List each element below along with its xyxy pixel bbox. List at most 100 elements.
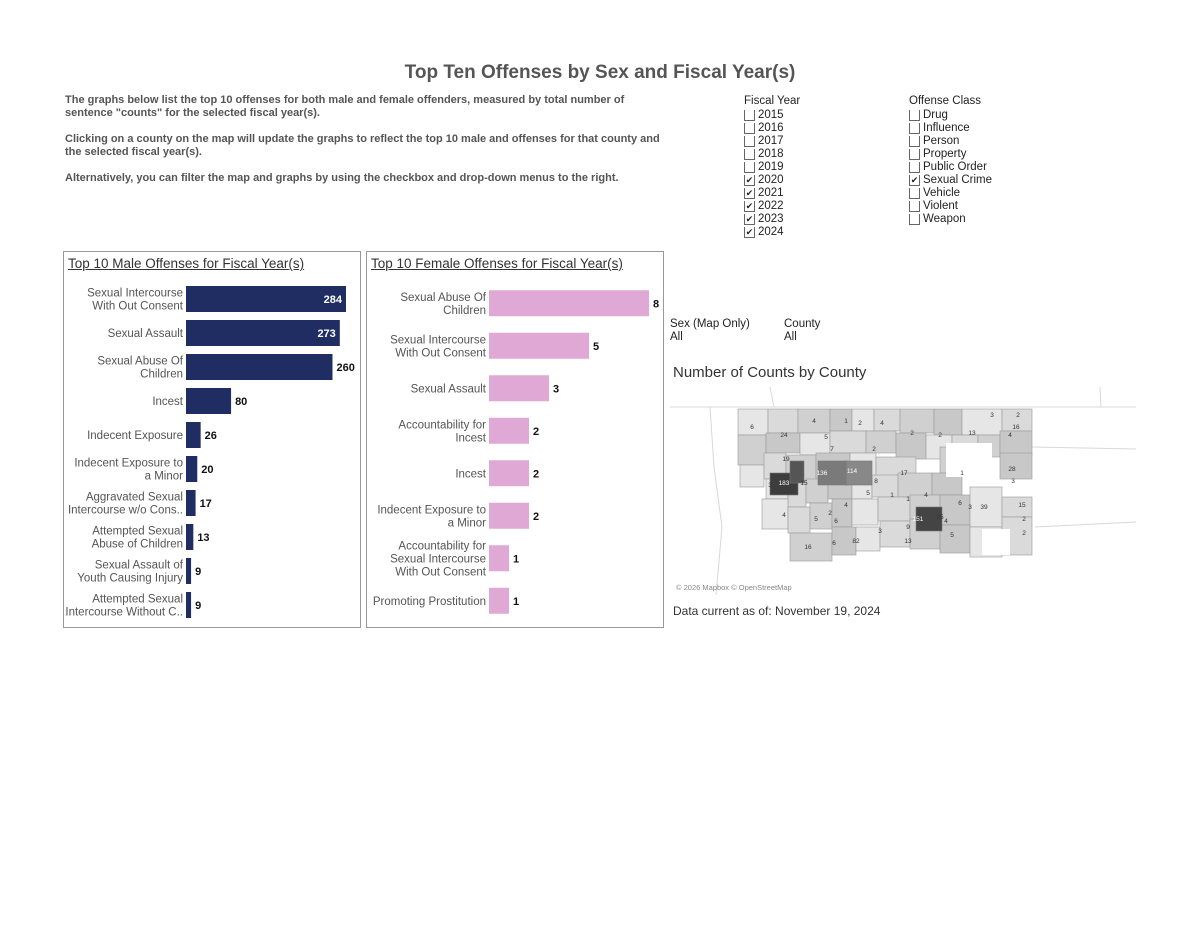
male-offense-bar[interactable] (186, 524, 194, 550)
county-count-label: 15 (800, 480, 808, 487)
female-offense-category-label: Sexual Intercourse (390, 334, 486, 346)
county-shape[interactable] (737, 408, 769, 436)
map-counties[interactable] (737, 408, 1033, 562)
male-offense-bar[interactable] (186, 286, 346, 312)
fiscal-year-checkbox[interactable]: ✔ (744, 227, 755, 238)
county-shape[interactable] (961, 408, 1003, 436)
male-offense-bar[interactable] (186, 558, 192, 584)
male-offense-bar[interactable] (186, 592, 192, 618)
county-shape-highlight[interactable] (845, 460, 873, 486)
offense-class-option[interactable]: Person (909, 135, 992, 148)
county-shape[interactable] (999, 430, 1033, 456)
fiscal-year-checkbox[interactable] (744, 162, 755, 173)
sex-filter[interactable]: Sex (Map Only) All (670, 318, 750, 344)
fiscal-year-option[interactable]: ✔ 2022 (744, 200, 800, 213)
county-shape[interactable] (999, 452, 1033, 480)
fiscal-year-checkbox[interactable]: ✔ (744, 175, 755, 186)
county-shape[interactable] (899, 408, 935, 434)
county-filter-value[interactable]: All (784, 331, 797, 343)
county-map[interactable]: 4 1 2 4 3 2 6 24 5 2 2 13 4 16 7 2 19 28 3 136 114 17 1 183 15 3 8… (670, 387, 1136, 595)
fiscal-year-checkbox[interactable]: ✔ (744, 201, 755, 212)
female-offense-bar[interactable] (489, 502, 529, 529)
county-shape[interactable] (877, 496, 911, 522)
male-offense-bar[interactable] (186, 354, 333, 380)
fiscal-year-option[interactable]: 2017 (744, 135, 800, 148)
county-shape[interactable] (865, 430, 897, 454)
offense-class-option[interactable]: Property (909, 148, 992, 161)
county-shape[interactable] (873, 408, 901, 432)
fiscal-year-option-label: 2020 (758, 174, 784, 186)
offense-class-checkbox[interactable] (909, 162, 920, 173)
offense-class-checkbox[interactable] (909, 136, 920, 147)
female-offenses-panel: Top 10 Female Offenses for Fiscal Year(s… (366, 251, 664, 628)
county-shape[interactable] (737, 434, 767, 466)
male-offense-bar[interactable] (186, 388, 232, 414)
fiscal-year-option[interactable]: ✔ 2020 (744, 174, 800, 187)
male-offense-bar[interactable] (186, 490, 196, 516)
county-shape[interactable] (761, 498, 789, 530)
county-shape[interactable] (829, 408, 853, 432)
fiscal-year-option[interactable]: 2018 (744, 148, 800, 161)
county-shape[interactable] (831, 526, 857, 556)
female-offense-bar[interactable] (489, 417, 529, 444)
fiscal-year-option[interactable]: ✔ 2021 (744, 187, 800, 200)
county-shape[interactable] (829, 430, 867, 454)
female-offense-bar[interactable] (489, 332, 589, 359)
fiscal-year-option[interactable]: 2015 (744, 109, 800, 122)
county-filter[interactable]: County All (784, 318, 820, 344)
county-shape-highlight[interactable] (817, 460, 849, 486)
county-count-label: 2 (1022, 530, 1026, 537)
offense-class-option[interactable]: Vehicle (909, 187, 992, 200)
fiscal-year-checkbox[interactable]: ✔ (744, 214, 755, 225)
county-shape[interactable] (855, 526, 881, 552)
offense-class-option[interactable]: Public Order (909, 161, 992, 174)
offense-class-checkbox[interactable] (909, 201, 920, 212)
offense-class-checkbox[interactable] (909, 149, 920, 160)
county-shape[interactable] (789, 532, 833, 562)
offense-class-option[interactable]: Violent (909, 200, 992, 213)
offense-class-checkbox[interactable] (909, 188, 920, 199)
fiscal-year-option-label: 2024 (758, 226, 784, 238)
offense-class-checkbox[interactable] (909, 123, 920, 134)
county-shape[interactable] (767, 408, 799, 434)
fiscal-year-checkbox[interactable] (744, 136, 755, 147)
female-offense-bar[interactable] (489, 545, 509, 572)
female-offense-bar[interactable] (489, 375, 549, 402)
female-offense-bar[interactable] (489, 290, 649, 317)
county-shape[interactable] (787, 506, 811, 534)
fiscal-year-checkbox[interactable] (744, 110, 755, 121)
fiscal-year-checkbox[interactable] (744, 123, 755, 134)
county-shape[interactable] (739, 464, 765, 488)
county-shape[interactable] (851, 408, 875, 432)
offense-class-option[interactable]: ✔ Sexual Crime (909, 174, 992, 187)
county-shape[interactable] (1001, 496, 1033, 518)
county-shape[interactable] (897, 472, 933, 498)
offense-class-checkbox[interactable]: ✔ (909, 175, 920, 186)
offense-class-option[interactable]: Influence (909, 122, 992, 135)
offense-class-checkbox[interactable] (909, 214, 920, 225)
male-offense-bar[interactable] (186, 320, 340, 346)
offense-class-option[interactable]: Drug (909, 109, 992, 122)
sex-filter-value[interactable]: All (670, 331, 683, 343)
offense-class-option-label: Influence (923, 122, 970, 134)
female-offense-bar[interactable] (489, 460, 529, 487)
fiscal-year-option[interactable]: ✔ 2023 (744, 213, 800, 226)
county-count-label: 114 (847, 468, 858, 475)
fiscal-year-option[interactable]: 2019 (744, 161, 800, 174)
offense-class-checkbox[interactable] (909, 110, 920, 121)
county-shape[interactable] (939, 524, 971, 554)
fiscal-year-option[interactable]: 2016 (744, 122, 800, 135)
fiscal-year-checkbox[interactable] (744, 149, 755, 160)
county-shape[interactable] (851, 498, 879, 526)
fiscal-year-option[interactable]: ✔ 2024 (744, 226, 800, 239)
county-shape-highlight[interactable] (789, 460, 805, 484)
offense-class-option[interactable]: Weapon (909, 213, 992, 226)
female-offense-bar[interactable] (489, 587, 509, 614)
county-shape[interactable] (933, 408, 963, 436)
male-offense-bar[interactable] (186, 456, 198, 482)
fiscal-year-checkbox[interactable]: ✔ (744, 188, 755, 199)
county-shape-highlight[interactable] (915, 506, 943, 532)
male-offense-category-label: Attempted Sexual (92, 594, 183, 606)
male-offense-bar[interactable] (186, 422, 201, 448)
